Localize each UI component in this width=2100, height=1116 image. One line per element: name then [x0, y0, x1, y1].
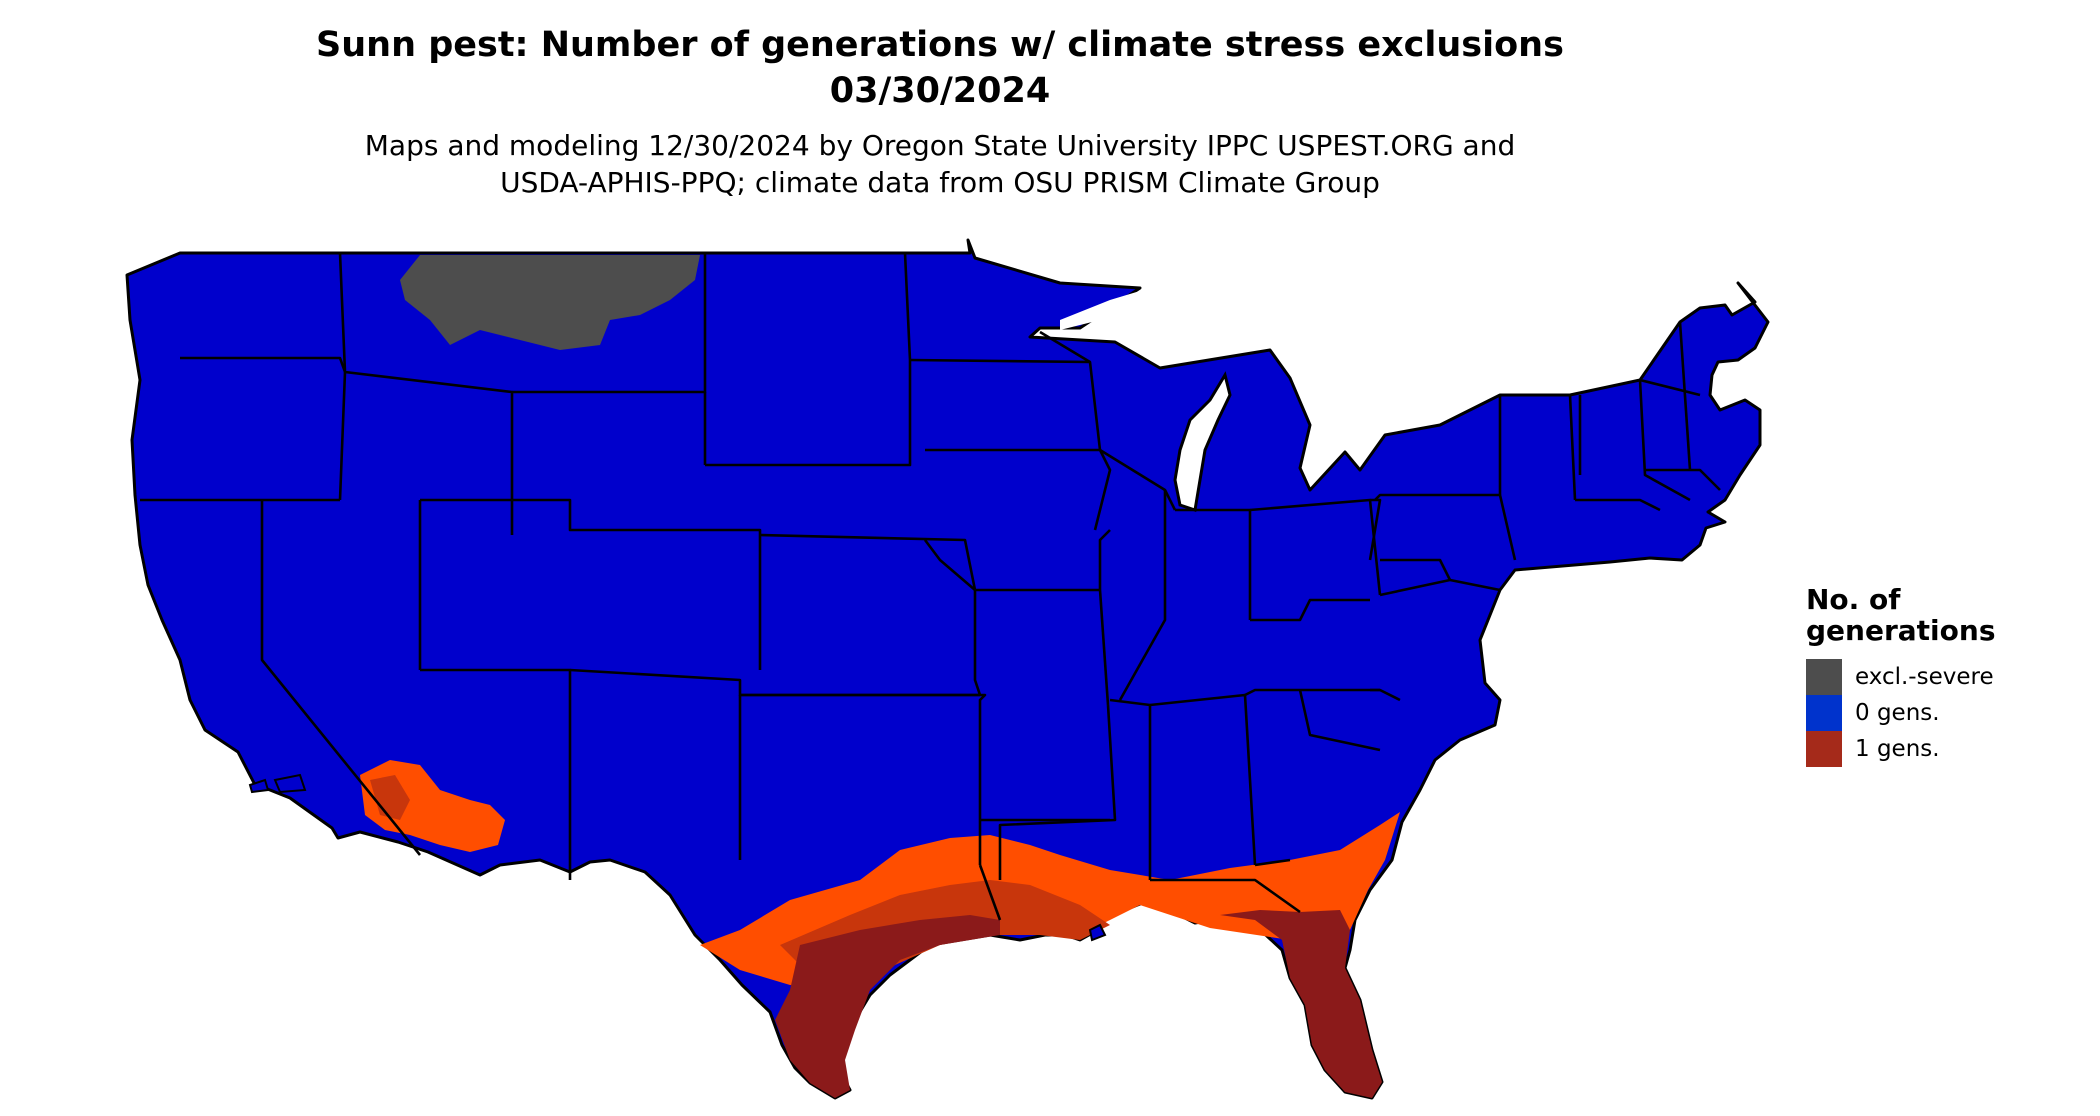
lake-superior	[1060, 288, 1150, 330]
state-borders	[140, 252, 1721, 921]
map-title-line1: Sunn pest: Number of generations w/ clim…	[316, 25, 1564, 65]
legend-swatch-one-gen	[1806, 731, 1842, 767]
legend-swatch-zero-gens	[1806, 695, 1842, 731]
legend-label-excluded: excl.-severe	[1855, 664, 1994, 690]
legend: No. of generations excl.-severe 0 gens. …	[1806, 584, 2066, 767]
us-landmass	[125, 238, 1770, 1100]
legend-item-excluded: excl.-severe	[1806, 659, 2066, 695]
lake-michigan	[1173, 371, 1232, 512]
one-gen-region-florida	[1220, 910, 1382, 1098]
legend-swatch-excluded	[1806, 659, 1842, 695]
one-gen-region-gulf-dark	[775, 915, 1000, 1098]
map-title-date: 03/30/2024	[829, 71, 1051, 111]
map-subtitle-line1: Maps and modeling 12/30/2024 by Oregon S…	[364, 129, 1516, 162]
legend-label-zero-gens: 0 gens.	[1855, 700, 1940, 726]
legend-item-one-gen: 1 gens.	[1806, 731, 2066, 767]
legend-label-one-gen: 1 gens.	[1855, 736, 1940, 762]
legend-title-line1: No. of	[1806, 583, 1901, 616]
one-gen-region-arizona-dark	[370, 775, 410, 820]
map-title: Sunn pest: Number of generations w/ clim…	[0, 22, 1880, 114]
legend-title: No. of generations	[1806, 584, 2066, 646]
map-subtitle: Maps and modeling 12/30/2024 by Oregon S…	[0, 127, 1880, 201]
legend-title-line2: generations	[1806, 614, 1996, 647]
map-subtitle-line2: USDA-APHIS-PPQ; climate data from OSU PR…	[500, 166, 1380, 199]
legend-items: excl.-severe 0 gens. 1 gens.	[1806, 659, 2066, 767]
coastline-details	[248, 773, 1107, 942]
excluded-region-montana	[400, 255, 700, 350]
legend-item-zero-gens: 0 gens.	[1806, 695, 2066, 731]
